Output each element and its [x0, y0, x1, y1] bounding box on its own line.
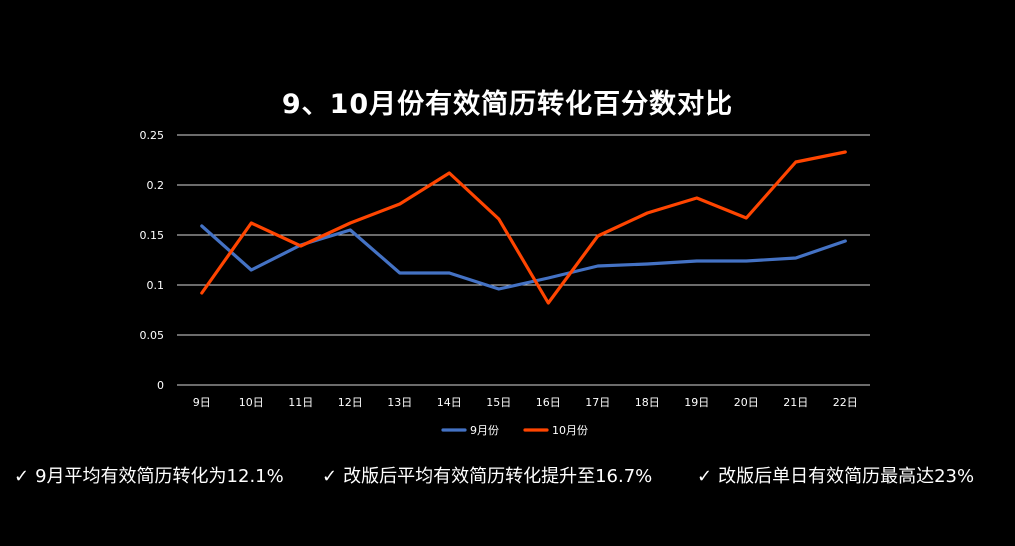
x-tick-label: 18日	[635, 396, 660, 409]
check-icon: ✓	[322, 466, 338, 487]
series-lines	[200, 150, 847, 305]
y-axis-ticks: 0 0.05 0.1 0.15 0.2 0.25	[140, 129, 165, 392]
legend-label: 9月份	[470, 424, 499, 437]
note-item: ✓ 改版后单日有效简历最高达23%	[697, 462, 974, 488]
summary-notes: ✓ 9月平均有效简历转化为12.1% ✓ 改版后平均有效简历转化提升至16.7% ✓…	[0, 462, 1015, 492]
x-tick-label: 22日	[833, 396, 858, 409]
note-text: 9月平均有效简历转化为12.1%	[35, 466, 284, 487]
x-tick-label: 9日	[193, 396, 211, 409]
chart-title: 9、10月份有效简历转化百分数对比	[281, 89, 734, 120]
x-tick-label: 19日	[684, 396, 709, 409]
y-tick-label: 0.05	[140, 329, 165, 342]
y-tick-label: 0.2	[147, 179, 165, 192]
x-tick-label: 10日	[239, 396, 264, 409]
series-line-2	[200, 150, 847, 305]
note-item: ✓ 9月平均有效简历转化为12.1%	[14, 462, 284, 488]
x-tick-label: 21日	[783, 396, 808, 409]
x-tick-label: 13日	[387, 396, 412, 409]
x-tick-label: 11日	[288, 396, 313, 409]
x-tick-label: 17日	[585, 396, 610, 409]
check-icon: ✓	[697, 466, 713, 487]
y-tick-label: 0	[157, 379, 164, 392]
x-tick-label: 16日	[536, 396, 561, 409]
check-icon: ✓	[14, 466, 30, 487]
note-item: ✓ 改版后平均有效简历转化提升至16.7%	[322, 462, 652, 488]
x-tick-label: 12日	[338, 396, 363, 409]
note-text: 改版后单日有效简历最高达23%	[718, 466, 975, 487]
y-tick-label: 0.1	[147, 279, 165, 292]
x-tick-label: 15日	[486, 396, 511, 409]
x-tick-label: 14日	[437, 396, 462, 409]
x-axis-ticks: 9日 10日 11日 12日 13日 14日 15日 16日 17日 18日 19日 20日 21日 22…	[193, 396, 858, 409]
x-tick-label: 20日	[734, 396, 759, 409]
y-tick-label: 0.25	[140, 129, 165, 142]
legend: 9月份 10月份	[441, 424, 588, 437]
y-tick-label: 0.15	[140, 229, 165, 242]
note-text: 改版后平均有效简历转化提升至16.7%	[343, 466, 653, 487]
legend-label: 10月份	[552, 424, 588, 437]
